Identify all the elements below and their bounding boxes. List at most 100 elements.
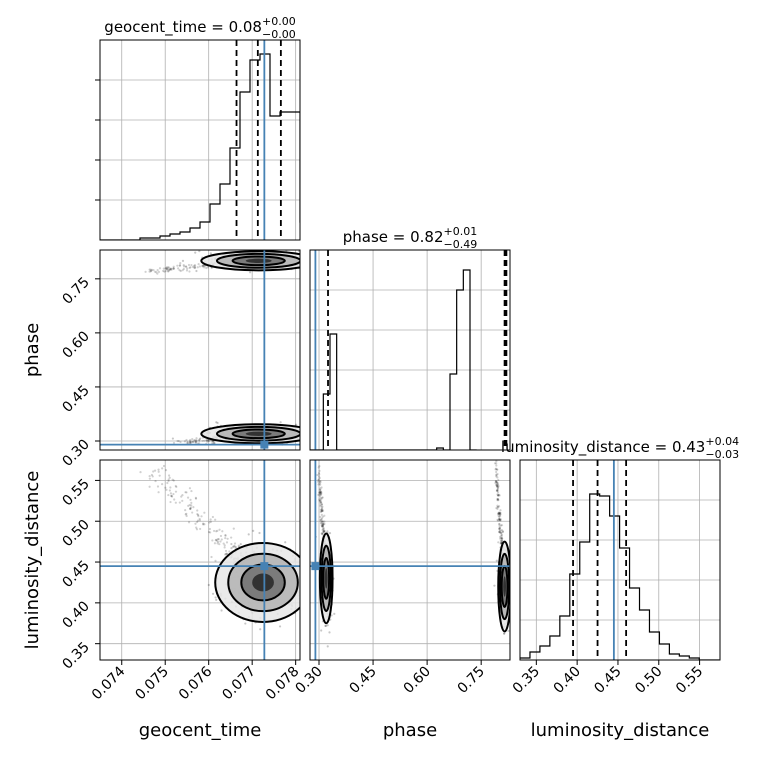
sample-point bbox=[495, 470, 498, 474]
truth-marker-phase-luminosity_distance bbox=[311, 562, 320, 571]
frames-layer bbox=[95, 39, 721, 665]
sample-point bbox=[171, 478, 174, 481]
density-geocent_time-luminosity_distance bbox=[139, 464, 303, 631]
sample-point bbox=[320, 522, 323, 525]
sample-point bbox=[189, 507, 192, 510]
sample-point bbox=[495, 483, 498, 487]
sample-point bbox=[213, 441, 216, 444]
sample-point bbox=[493, 584, 496, 587]
sample-point bbox=[503, 632, 506, 635]
sample-point bbox=[495, 489, 498, 493]
sample-point bbox=[318, 493, 321, 496]
sample-point bbox=[188, 487, 192, 490]
sample-point bbox=[500, 524, 504, 527]
sample-point bbox=[321, 505, 324, 508]
sample-point bbox=[151, 475, 154, 478]
sample-point bbox=[168, 268, 171, 271]
sample-point bbox=[167, 479, 170, 483]
xtick-label-luminosity_distance-3: 0.50 bbox=[632, 664, 665, 697]
sample-point bbox=[318, 498, 321, 501]
sample-point bbox=[157, 470, 160, 473]
y-axis-label-luminosity_distance: luminosity_distance bbox=[22, 471, 43, 650]
sample-point bbox=[168, 476, 171, 479]
sample-point bbox=[321, 525, 325, 528]
sample-point bbox=[321, 531, 324, 535]
sample-point bbox=[188, 440, 191, 443]
sample-point bbox=[172, 441, 176, 445]
sample-point bbox=[197, 513, 200, 517]
sample-point bbox=[162, 267, 165, 270]
sample-point bbox=[495, 483, 498, 486]
sample-point bbox=[167, 266, 170, 269]
sample-point bbox=[202, 264, 205, 267]
sample-point bbox=[192, 506, 195, 509]
density-phase-luminosity_distance bbox=[314, 460, 510, 648]
sample-point bbox=[224, 553, 227, 556]
sample-point bbox=[500, 536, 503, 540]
sample-point bbox=[167, 478, 170, 481]
contour-fill-0-3 bbox=[245, 258, 272, 263]
contour-line-0-0 bbox=[200, 250, 300, 272]
sample-point bbox=[219, 534, 223, 538]
sample-point bbox=[499, 537, 502, 540]
sample-point bbox=[497, 541, 500, 544]
sample-point bbox=[190, 504, 193, 507]
xtick-label-geocent_time-0: 0.074 bbox=[89, 663, 129, 703]
sample-point bbox=[162, 269, 165, 272]
sample-point bbox=[318, 480, 321, 483]
sample-point bbox=[163, 270, 166, 273]
sample-point bbox=[154, 270, 157, 273]
sample-point bbox=[220, 538, 223, 541]
sample-point bbox=[216, 538, 219, 541]
sample-point bbox=[158, 267, 162, 270]
sample-point bbox=[300, 578, 302, 580]
sample-point bbox=[148, 485, 151, 488]
sample-point bbox=[181, 494, 184, 497]
contour-line-0-0 bbox=[214, 541, 300, 623]
sample-point bbox=[321, 524, 325, 527]
sample-point bbox=[237, 544, 240, 547]
sample-point bbox=[496, 497, 499, 501]
sample-point bbox=[230, 542, 233, 546]
sample-point bbox=[321, 496, 324, 499]
sample-point bbox=[321, 523, 324, 526]
sample-point bbox=[196, 513, 199, 516]
sample-point bbox=[496, 507, 499, 511]
contour-line-0-2 bbox=[231, 255, 286, 267]
sample-point bbox=[165, 267, 168, 270]
sample-point bbox=[190, 440, 193, 443]
sample-point bbox=[284, 541, 287, 544]
xtick-label-luminosity_distance-1: 0.40 bbox=[551, 664, 584, 697]
sample-point bbox=[496, 468, 499, 471]
sample-point bbox=[233, 542, 237, 545]
sample-point bbox=[201, 264, 204, 267]
sample-point bbox=[495, 485, 499, 488]
sample-point bbox=[498, 531, 502, 534]
contour-line-0-1 bbox=[215, 252, 300, 269]
sample-point bbox=[190, 263, 193, 267]
sample-point bbox=[170, 267, 173, 270]
sample-point bbox=[202, 523, 205, 526]
sample-point bbox=[148, 268, 151, 271]
sample-point bbox=[148, 477, 151, 480]
sample-point bbox=[320, 500, 323, 504]
sample-point bbox=[321, 509, 325, 512]
sample-point bbox=[503, 632, 506, 635]
sample-point bbox=[498, 518, 501, 521]
sample-point bbox=[324, 624, 327, 628]
sample-point bbox=[500, 534, 503, 537]
sample-point bbox=[496, 499, 499, 502]
sample-point bbox=[498, 524, 501, 528]
sample-point bbox=[173, 498, 176, 501]
sample-point bbox=[301, 576, 303, 578]
sample-point bbox=[168, 489, 171, 492]
x-axis-label-phase: phase bbox=[383, 720, 437, 741]
sample-point bbox=[320, 486, 323, 489]
sample-point bbox=[317, 478, 320, 481]
sample-point bbox=[498, 517, 501, 520]
sample-point bbox=[496, 481, 499, 484]
sample-point bbox=[318, 488, 321, 491]
ytick-label-phase-2: 0.60 bbox=[59, 328, 92, 361]
sample-point bbox=[216, 529, 219, 532]
sample-point bbox=[185, 491, 188, 494]
